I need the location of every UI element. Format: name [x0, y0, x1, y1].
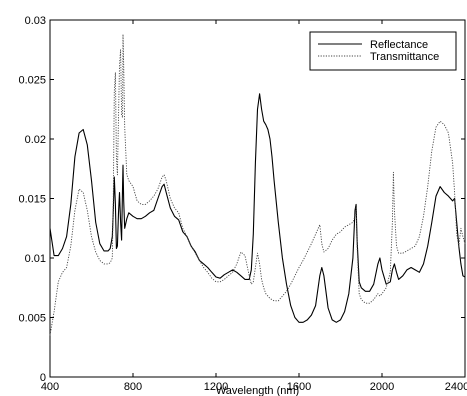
- y-tick-label: 0.005: [18, 313, 46, 325]
- x-tick-label: 2000: [370, 381, 394, 393]
- legend: Reflectance Transmittance: [309, 31, 457, 71]
- legend-box: [309, 31, 457, 71]
- x-tick-label: 1200: [204, 381, 228, 393]
- x-tick-label: 1600: [287, 381, 311, 393]
- series-layer: [49, 33, 466, 336]
- legend-label-reflectance: Reflectance: [370, 39, 428, 51]
- x-tick-label: 400: [41, 381, 59, 393]
- x-tick-label: 800: [124, 381, 142, 393]
- series-line-reflectance: [49, 93, 466, 323]
- legend-label-transmittance: Transmittance: [370, 51, 439, 63]
- series-line-transmittance: [49, 33, 466, 336]
- axis-layer: 400 800 1200 1600 2000 2400 0 0.005 0.01 0.015 0.0…: [18, 15, 467, 393]
- y-tick-label: 0: [40, 372, 46, 384]
- y-tick-label: 0.025: [18, 75, 46, 87]
- plot-frame: [49, 19, 466, 378]
- plot-area: [49, 19, 466, 378]
- x-tick-label: 2400: [445, 381, 467, 393]
- y-tick-label: 0.02: [25, 134, 46, 146]
- y-tick-label: 0.03: [25, 15, 46, 27]
- y-tick-label: 0.01: [25, 253, 46, 265]
- y-tick-label: 0.015: [18, 194, 46, 206]
- x-axis-title: Wavelength (nm): [216, 385, 299, 396]
